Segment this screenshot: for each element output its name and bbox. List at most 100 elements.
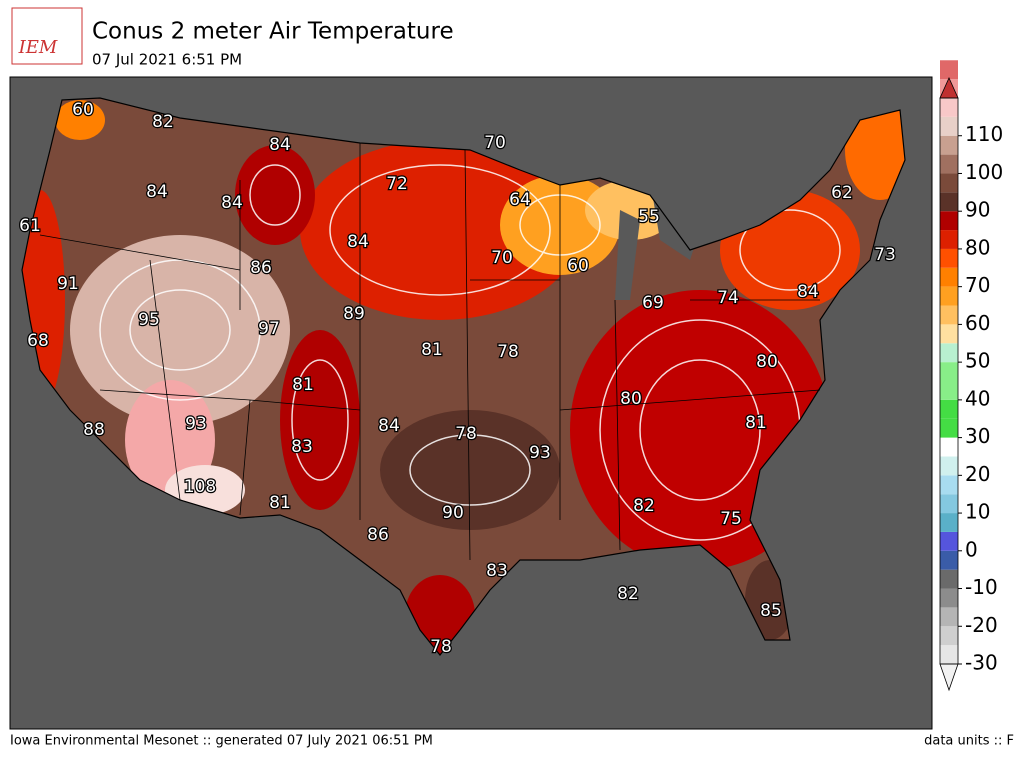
temperature-label: 83	[291, 437, 313, 457]
temperature-label: 68	[27, 331, 49, 351]
temperature-label: 86	[367, 525, 389, 545]
colorbar-tick-label: 70	[965, 273, 990, 297]
temperature-label: 80	[620, 389, 642, 409]
temperature-label: 82	[152, 112, 174, 132]
colorbar-tick-label: 80	[965, 235, 990, 259]
temperature-label: 69	[642, 293, 664, 313]
temperature-label: 73	[874, 245, 896, 265]
temperature-label: 78	[455, 424, 477, 444]
colorbar-tick-label: 10	[965, 500, 990, 524]
colorbar-bin	[940, 173, 958, 193]
footer-right: data units :: F	[924, 734, 1014, 749]
colorbar-tick-label: 50	[965, 349, 990, 373]
temperature-label: 84	[146, 182, 168, 202]
colorbar-tick-label: -30	[965, 651, 998, 675]
logo-frame	[11, 7, 83, 65]
colorbar-bin	[940, 324, 958, 344]
temperature-label: 85	[760, 601, 782, 621]
temperature-label: 108	[184, 477, 216, 497]
temperature-label: 74	[717, 288, 739, 308]
temperature-label: 95	[138, 310, 160, 330]
colorbar-bin	[940, 248, 958, 268]
subtitle: 07 Jul 2021 6:51 PM	[92, 51, 242, 69]
colorbar-tick-label: 60	[965, 311, 990, 335]
colorbar-bin	[940, 211, 958, 231]
temperature-label: 55	[638, 207, 660, 227]
colorbar-tick-label: 20	[965, 462, 990, 486]
logo-text: IEM	[18, 37, 58, 58]
colorbar-bin	[940, 569, 958, 589]
temperature-label: 86	[250, 258, 272, 278]
colorbar-bin	[940, 60, 958, 80]
temperature-label: 82	[633, 496, 655, 516]
temperature-label: 97	[258, 319, 280, 339]
colorbar-bin	[940, 154, 958, 174]
colorbar-frame	[939, 97, 959, 665]
colorbar-bin	[940, 230, 958, 249]
temperature-label: 93	[529, 443, 551, 463]
colorbar-bin	[940, 267, 958, 287]
colorbar-tick-label: 90	[965, 198, 990, 222]
temperature-label: 60	[567, 256, 589, 276]
colorbar-bin	[940, 192, 958, 212]
temperature-label: 89	[343, 304, 365, 324]
temperature-label: 64	[509, 190, 531, 210]
colorbar-tick-label: 30	[965, 424, 990, 448]
temperature-label: 91	[57, 274, 79, 294]
temperature-label: 83	[486, 561, 508, 581]
colorbar-bin	[940, 381, 958, 400]
colorbar-under	[939, 663, 959, 692]
temperature-label: 93	[185, 414, 207, 434]
colorbar-bin	[940, 550, 958, 570]
colorbar-bin	[940, 607, 958, 627]
us-outline	[21, 97, 906, 656]
temperature-label: 72	[386, 174, 408, 194]
colorbar-tick-label: -10	[965, 575, 998, 599]
colorbar-bin	[940, 588, 958, 608]
temperature-label: 81	[421, 340, 443, 360]
colorbar-bin	[940, 286, 958, 306]
colorbar-tick-label: 0	[965, 537, 978, 561]
colorbar-bin	[940, 494, 958, 514]
temperature-label: 90	[442, 503, 464, 523]
colorbar-bin	[940, 456, 958, 476]
colorbar-bin	[940, 135, 958, 155]
colorbar-bin	[940, 645, 958, 664]
colorbar-tick-label: -20	[965, 613, 998, 637]
temperature-label: 81	[292, 375, 314, 395]
colorbar-bin	[940, 343, 958, 363]
colorbar-tick-label: 100	[965, 160, 1003, 184]
title: Conus 2 meter Air Temperature	[92, 19, 454, 45]
colorbar-bin	[940, 98, 958, 117]
temperature-label: 88	[83, 420, 105, 440]
temperature-label: 84	[378, 416, 400, 436]
colorbar-bin	[940, 513, 958, 532]
temperature-label: 81	[745, 413, 767, 433]
temperature-label: 75	[720, 509, 742, 529]
colorbar-bin	[940, 418, 958, 438]
colorbar-bin	[940, 531, 958, 551]
temperature-label: 61	[19, 216, 41, 236]
colorbar-tick-label: 40	[965, 386, 990, 410]
temperature-label: 84	[797, 282, 819, 302]
colorbar-bin	[940, 362, 958, 381]
colorbar-bin	[940, 305, 958, 325]
temperature-label: 78	[430, 637, 452, 657]
colorbar-bin	[940, 437, 958, 457]
colorbar-bin	[940, 399, 958, 419]
state-lines	[39, 143, 821, 561]
temperature-label: 78	[497, 342, 519, 362]
temperature-label: 84	[269, 135, 291, 155]
footer-left: Iowa Environmental Mesonet :: generated …	[10, 734, 433, 749]
temperature-label: 84	[347, 232, 369, 252]
temperature-label: 81	[269, 493, 291, 513]
temperature-label: 84	[221, 193, 243, 213]
colorbar-tick-label: 110	[965, 122, 1003, 146]
temperature-label: 62	[831, 183, 853, 203]
colorbar-bin	[940, 626, 958, 646]
temperature-label: 70	[484, 133, 506, 153]
colorbar-bin	[940, 475, 958, 495]
temperature-label: 60	[72, 100, 94, 120]
temperature-label: 70	[491, 248, 513, 268]
